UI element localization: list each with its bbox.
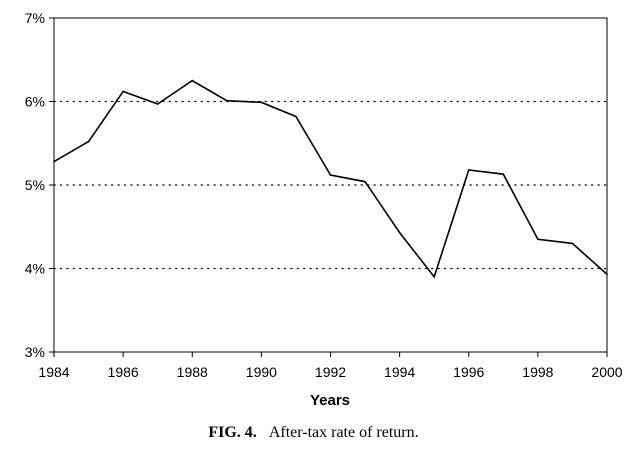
grid-lines (53, 100, 608, 270)
x-tick-label: 2000 (591, 364, 622, 380)
tick-labels: 3% 4% 5% 6% 7% 1984 1986 1988 1990 1992 1994 1996 19… (25, 10, 623, 380)
data-point (260, 101, 263, 104)
data-point (606, 273, 608, 276)
data-point (467, 169, 470, 171)
x-tick-label: 1988 (177, 364, 208, 380)
y-tick-label: 6% (25, 94, 45, 110)
x-tick-label: 1984 (38, 364, 69, 380)
x-tick-label: 1994 (384, 364, 415, 380)
data-point (433, 276, 435, 278)
data-point (295, 115, 297, 118)
figure-label: FIG. 4. (208, 424, 257, 441)
data-point (537, 238, 539, 241)
data-point (156, 103, 159, 105)
data-point (329, 174, 332, 176)
data-point (364, 180, 366, 183)
data-point (122, 90, 124, 93)
series-line (53, 79, 608, 279)
y-tick-label: 5% (25, 177, 45, 193)
y-tick-label: 3% (25, 344, 45, 360)
series-layer (53, 79, 608, 279)
y-tick-label: 4% (25, 261, 45, 277)
y-tick-label: 7% (25, 10, 45, 26)
x-tick-label: 1998 (522, 364, 553, 380)
data-point (226, 99, 228, 102)
data-point (191, 79, 194, 82)
figure-caption: FIG. 4. After-tax rate of return. (0, 424, 627, 442)
axis-ticks (49, 17, 608, 357)
data-point (87, 140, 90, 143)
data-point (53, 160, 55, 163)
data-point (571, 242, 574, 245)
caption-text: After-tax rate of return. (268, 424, 419, 441)
x-tick-label: 1996 (453, 364, 484, 380)
x-axis-title: Years (310, 392, 350, 409)
data-point (502, 173, 505, 175)
data-point (398, 231, 401, 234)
x-tick-label: 1990 (246, 364, 277, 380)
x-tick-label: 1986 (108, 364, 139, 380)
x-tick-label: 1992 (315, 364, 346, 380)
